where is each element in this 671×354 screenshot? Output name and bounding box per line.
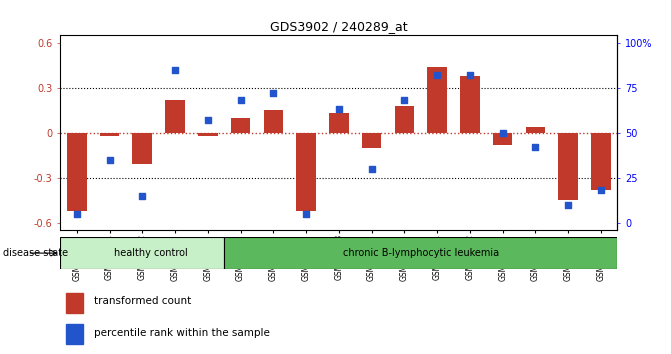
Point bbox=[497, 130, 508, 136]
Bar bbox=[165, 100, 185, 133]
Bar bbox=[460, 76, 480, 133]
Bar bbox=[264, 110, 283, 133]
Bar bbox=[67, 133, 87, 211]
Bar bbox=[591, 133, 611, 190]
Bar bbox=[231, 118, 250, 133]
Point bbox=[104, 157, 115, 162]
Point bbox=[530, 144, 541, 150]
Title: GDS3902 / 240289_at: GDS3902 / 240289_at bbox=[270, 20, 408, 33]
Bar bbox=[66, 293, 83, 313]
Bar bbox=[493, 133, 513, 145]
Bar bbox=[198, 133, 217, 136]
Point bbox=[366, 166, 377, 172]
Text: chronic B-lymphocytic leukemia: chronic B-lymphocytic leukemia bbox=[343, 248, 499, 258]
Point bbox=[236, 98, 246, 103]
Bar bbox=[395, 106, 414, 133]
Bar bbox=[427, 67, 447, 133]
Point bbox=[563, 202, 574, 207]
Bar bbox=[60, 237, 224, 269]
Bar bbox=[558, 133, 578, 200]
Point bbox=[431, 73, 442, 78]
Point bbox=[203, 117, 213, 123]
Bar bbox=[224, 237, 617, 269]
Point bbox=[596, 187, 607, 193]
Point bbox=[71, 211, 82, 216]
Bar bbox=[362, 133, 381, 148]
Text: disease state: disease state bbox=[3, 248, 68, 258]
Point bbox=[137, 193, 148, 199]
Bar bbox=[297, 133, 316, 211]
Bar bbox=[100, 133, 119, 136]
Point bbox=[464, 73, 475, 78]
Text: healthy control: healthy control bbox=[113, 248, 187, 258]
Text: transformed count: transformed count bbox=[94, 296, 191, 307]
Point bbox=[333, 107, 344, 112]
Bar bbox=[329, 113, 349, 133]
Point bbox=[170, 67, 180, 73]
Point bbox=[399, 98, 410, 103]
Bar bbox=[132, 133, 152, 164]
Bar bbox=[66, 324, 83, 344]
Bar bbox=[525, 127, 546, 133]
Point bbox=[301, 211, 311, 216]
Text: percentile rank within the sample: percentile rank within the sample bbox=[94, 327, 270, 338]
Point bbox=[268, 90, 278, 96]
